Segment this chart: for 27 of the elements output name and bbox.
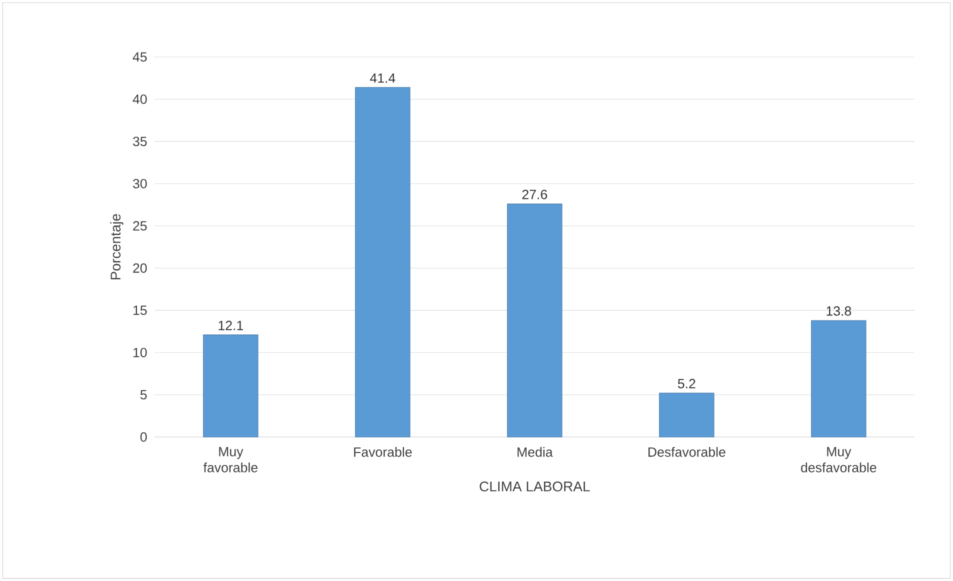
x-axis-title: CLIMA LABORAL xyxy=(480,481,590,492)
data-label: 5.2 xyxy=(678,378,696,388)
data-label: 27.6 xyxy=(522,190,548,200)
y-axis-title: Porcentaje xyxy=(110,214,124,280)
data-label: 12.1 xyxy=(218,320,244,330)
data-label: 41.4 xyxy=(370,74,396,83)
bar xyxy=(203,334,258,438)
bar xyxy=(507,204,562,438)
y-tick-label: 40 xyxy=(132,94,147,104)
bar xyxy=(811,320,866,438)
data-label: 13.8 xyxy=(826,306,852,316)
y-tick-label: 45 xyxy=(132,52,147,62)
y-tick-label: 10 xyxy=(133,348,147,358)
x-tick-label: Favorable xyxy=(354,447,412,457)
x-tick-label: Desfavorable xyxy=(648,447,726,457)
y-tick-label: 25 xyxy=(133,221,147,231)
x-tick-label: Media xyxy=(518,447,553,457)
y-tick-label: 35 xyxy=(132,136,147,146)
y-tick-label: 30 xyxy=(132,178,147,188)
x-tick-label: Muy favorable xyxy=(203,447,258,472)
y-tick-label: 20 xyxy=(133,263,147,273)
bar xyxy=(355,87,410,438)
y-tick-label: 0 xyxy=(140,432,147,442)
bar xyxy=(659,392,714,438)
y-tick-label: 5 xyxy=(140,390,147,400)
x-tick-label: Muy desfavorable xyxy=(801,447,876,472)
y-tick-label: 15 xyxy=(133,306,147,315)
